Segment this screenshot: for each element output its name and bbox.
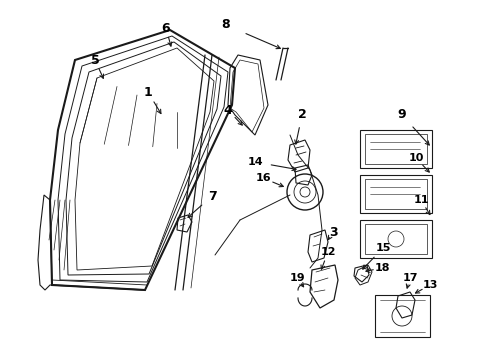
Text: 1: 1 [144,85,152,99]
Text: 12: 12 [320,247,336,257]
Text: 2: 2 [297,108,306,122]
Text: 3: 3 [329,225,337,238]
Text: 9: 9 [398,108,406,122]
Text: 17: 17 [402,273,418,283]
Text: 18: 18 [374,263,390,273]
Text: 5: 5 [91,54,99,67]
Text: 14: 14 [247,157,263,167]
Text: 7: 7 [208,189,217,202]
Text: 15: 15 [375,243,391,253]
Text: 13: 13 [422,280,438,290]
Text: 16: 16 [255,173,271,183]
Text: 11: 11 [413,195,429,205]
Text: 19: 19 [289,273,305,283]
Text: 6: 6 [162,22,171,35]
Text: 10: 10 [408,153,424,163]
Text: 8: 8 [221,18,230,31]
Text: 4: 4 [223,104,232,117]
